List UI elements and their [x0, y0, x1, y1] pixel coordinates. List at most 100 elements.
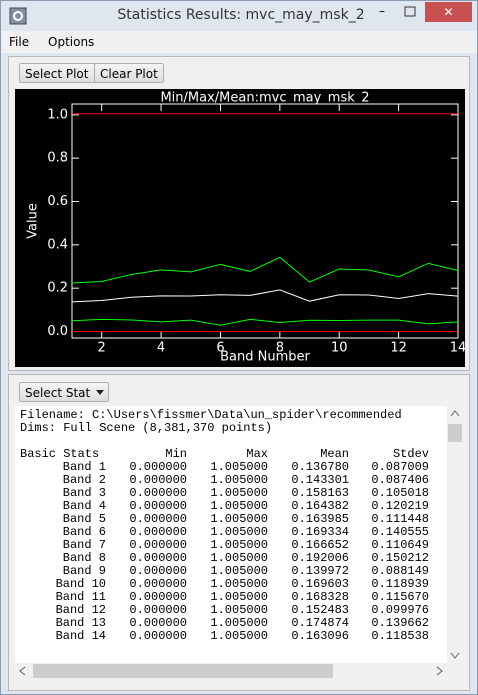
- menu-item[interactable]: Options: [48, 35, 95, 49]
- cell: 1.005000: [210, 564, 268, 578]
- cell: 0.000000: [129, 486, 187, 500]
- column-header: Max: [246, 447, 268, 461]
- select-stat-button[interactable]: Select Stat: [19, 382, 110, 402]
- menu-bar: File Options: [1, 31, 477, 53]
- cell: 0.000000: [129, 590, 187, 604]
- row-label: Band 12: [55, 603, 106, 617]
- x-tick-label: 12: [390, 341, 407, 356]
- minimize-button[interactable]: –: [379, 4, 385, 18]
- vertical-scrollbar[interactable]: [447, 406, 463, 663]
- cell: 0.118538: [371, 629, 429, 643]
- column-header: Mean: [320, 447, 349, 461]
- cell: 1.005000: [210, 577, 268, 591]
- y-tick-label: 0.2: [47, 281, 68, 296]
- row-label: Band 14: [55, 629, 106, 643]
- window-title: Statistics Results: mvc_may_msk_2: [117, 7, 365, 23]
- dims: Dims: Full Scene (8,381,370 points): [20, 421, 273, 435]
- cell: 1.005000: [210, 473, 268, 487]
- row-label: Band 13: [55, 616, 106, 630]
- cell: 0.000000: [129, 564, 187, 578]
- cell: 1.005000: [210, 460, 268, 474]
- cell: 0.118939: [371, 577, 429, 591]
- cell: 0.088149: [371, 564, 429, 578]
- cell: 0.158163: [291, 486, 349, 500]
- cell: 1.005000: [210, 551, 268, 565]
- column-header: Min: [165, 447, 187, 461]
- maximize-button[interactable]: [397, 2, 423, 22]
- cell: 0.174874: [291, 616, 349, 630]
- cell: 1.005000: [210, 590, 268, 604]
- clear-plot-button[interactable]: Clear Plot: [94, 63, 164, 83]
- cell: 0.120219: [371, 499, 429, 513]
- stats-text: Filename: C:\Users\fissmer\Data\un_spide…: [15, 406, 447, 663]
- series-line: [71, 289, 459, 303]
- cell: 0.136780: [291, 460, 349, 474]
- cell: 1.005000: [210, 616, 268, 630]
- x-tick-label: 6: [216, 341, 224, 356]
- cell: 0.000000: [129, 499, 187, 513]
- cell: 0.000000: [129, 629, 187, 643]
- horizontal-scrollbar[interactable]: [15, 663, 463, 679]
- cell: 1.005000: [210, 603, 268, 617]
- column-header: Basic Stats: [20, 447, 100, 461]
- cell: 0.110649: [371, 538, 429, 552]
- row-label: Band 10: [55, 577, 106, 591]
- cell: 0.163096: [291, 629, 349, 643]
- row-label: Band 6: [62, 525, 106, 539]
- y-tick-label: 0.4: [47, 237, 68, 252]
- row-label: Band 11: [55, 590, 106, 604]
- cell: 0.000000: [129, 512, 187, 526]
- cell: 0.166652: [291, 538, 349, 552]
- x-tick-label: 10: [331, 341, 348, 356]
- y-tick-label: 0.0: [47, 324, 68, 339]
- column-header: Stdev: [392, 447, 429, 461]
- cell: 0.105018: [371, 486, 429, 500]
- cell: 0.169603: [291, 577, 349, 591]
- x-tick-label: 2: [98, 341, 106, 356]
- close-button[interactable]: ✕: [425, 2, 472, 22]
- cell: 1.005000: [210, 525, 268, 539]
- y-axis-label: Value: [26, 203, 41, 239]
- cell: 0.111448: [371, 512, 429, 526]
- cell: 0.139662: [371, 616, 429, 630]
- cell: 0.164382: [291, 499, 349, 513]
- row-label: Band 2: [62, 473, 106, 487]
- cell: 1.005000: [210, 486, 268, 500]
- cell: 0.000000: [129, 473, 187, 487]
- cell: 1.005000: [210, 499, 268, 513]
- row-label: Band 7: [62, 538, 106, 552]
- plot-area: Min/Max/Mean:mvc_may_msk_2 Band Number Val…: [15, 89, 465, 367]
- row-label: Band 3: [62, 486, 106, 500]
- cell: 0.152483: [291, 603, 349, 617]
- button-label: Select Stat: [25, 386, 91, 400]
- x-tick-label: 8: [276, 341, 284, 356]
- upper-stdev-line: [71, 256, 459, 284]
- cell: 0.000000: [129, 551, 187, 565]
- cell: 0.163985: [291, 512, 349, 526]
- y-tick-label: 0.8: [47, 151, 68, 166]
- chart-title: Min/Max/Mean:mvc_may_msk_2: [160, 91, 369, 106]
- cell: 0.087406: [371, 473, 429, 487]
- cell: 0.192006: [291, 551, 349, 565]
- cell: 0.169334: [291, 525, 349, 539]
- cell: 1.005000: [210, 512, 268, 526]
- y-tick-label: 0.6: [47, 194, 68, 209]
- row-label: Band 5: [62, 512, 106, 526]
- x-axis-label: Band Number: [220, 350, 310, 365]
- window-icon: [9, 7, 27, 25]
- row-label: Band 8: [62, 551, 106, 565]
- cell: 0.099976: [371, 603, 429, 617]
- cell: 0.000000: [129, 538, 187, 552]
- cell: 0.143301: [291, 473, 349, 487]
- x-tick-label: 4: [157, 341, 165, 356]
- row-label: Band 9: [62, 564, 106, 578]
- cell: 0.168328: [291, 590, 349, 604]
- button-label: Select Plot: [25, 67, 89, 81]
- plot-frame: [71, 103, 459, 339]
- cell: 0.000000: [129, 525, 187, 539]
- title-bar: Statistics Results: mvc_may_msk_2 – ✕: [1, 1, 477, 31]
- menu-item[interactable]: File: [9, 35, 30, 49]
- cell: 0.000000: [129, 460, 187, 474]
- y-tick-label: 1.0: [47, 107, 68, 122]
